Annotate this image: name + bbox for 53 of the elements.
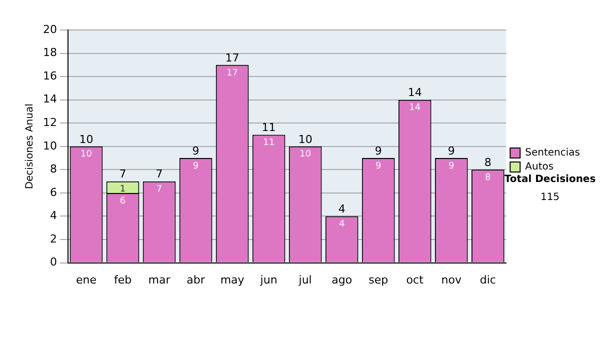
data-label: 10 (300, 150, 312, 160)
total-label: 7 (119, 168, 126, 181)
x-tick-label: nov (441, 273, 462, 286)
data-label: 9 (375, 161, 382, 172)
data-label: 11 (263, 138, 275, 148)
x-tick-label: jul (298, 273, 312, 286)
data-label: 17 (226, 68, 238, 78)
y-tick-label: 18 (42, 46, 57, 60)
x-tick-label: feb (114, 273, 132, 286)
total-label: 7 (156, 168, 163, 181)
data-label: 6 (120, 196, 126, 206)
y-tick-label: 8 (50, 162, 57, 176)
total-label: 4 (338, 202, 346, 216)
total-label: 10 (79, 132, 94, 146)
x-tick-label: oct (406, 273, 424, 286)
legend-label: Autos (525, 162, 554, 173)
y-tick-label: 6 (50, 186, 57, 199)
x-tick-label: ene (76, 273, 97, 286)
x-tick-label: abr (186, 273, 206, 286)
y-tick-label: 16 (42, 69, 57, 82)
total-label: 10 (298, 132, 312, 146)
x-tick-label: sep (368, 273, 388, 286)
y-tick-label: 12 (42, 116, 57, 129)
y-tick-label: 20 (42, 22, 57, 36)
data-label: 14 (409, 103, 421, 114)
data-label: 10 (80, 150, 92, 160)
x-tick-label: may (220, 273, 245, 286)
legend-label: Sentencias (525, 148, 580, 159)
data-label: 1 (120, 184, 126, 195)
data-label: 4 (338, 220, 345, 230)
x-tick-label: jun (259, 273, 278, 286)
total-label: 8 (484, 156, 492, 170)
text: 115 (540, 192, 560, 203)
y-tick-label: 2 (50, 232, 57, 246)
total-label: 9 (192, 144, 200, 158)
total-label: 9 (374, 144, 382, 158)
total-label: 17 (225, 51, 240, 64)
y-tick-label: 10 (42, 139, 57, 152)
data-label: 9 (448, 161, 454, 172)
y-tick-label: 14 (42, 92, 57, 106)
data-label: 9 (192, 161, 199, 172)
y-tick-label: 0 (50, 256, 57, 269)
y-axis-title: Decisiones Anual (24, 104, 36, 190)
total-label: 11 (262, 121, 276, 134)
x-tick-label: ago (332, 273, 352, 286)
data-label: 8 (485, 173, 492, 184)
annotation: Total Decisiones (504, 174, 596, 185)
x-tick-label: dic (480, 273, 496, 286)
y-tick-label: 4 (50, 209, 57, 222)
data-label: 7 (156, 184, 162, 195)
total-label: 14 (408, 86, 422, 100)
total-label: 9 (448, 144, 455, 158)
x-tick-label: mar (148, 273, 171, 286)
